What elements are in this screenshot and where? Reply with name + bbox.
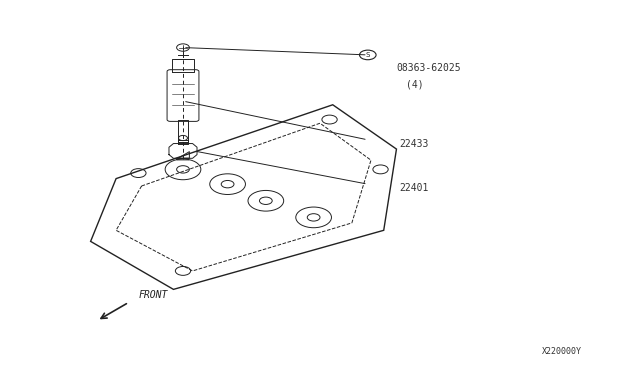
Text: FRONT: FRONT [138, 291, 168, 301]
Text: S: S [365, 52, 370, 58]
Text: 22433: 22433 [399, 138, 429, 148]
Text: (4): (4) [406, 80, 424, 89]
Circle shape [177, 44, 189, 51]
Text: 08363-62025: 08363-62025 [396, 63, 461, 73]
Text: 22401: 22401 [399, 183, 429, 193]
Text: X220000Y: X220000Y [542, 347, 582, 356]
